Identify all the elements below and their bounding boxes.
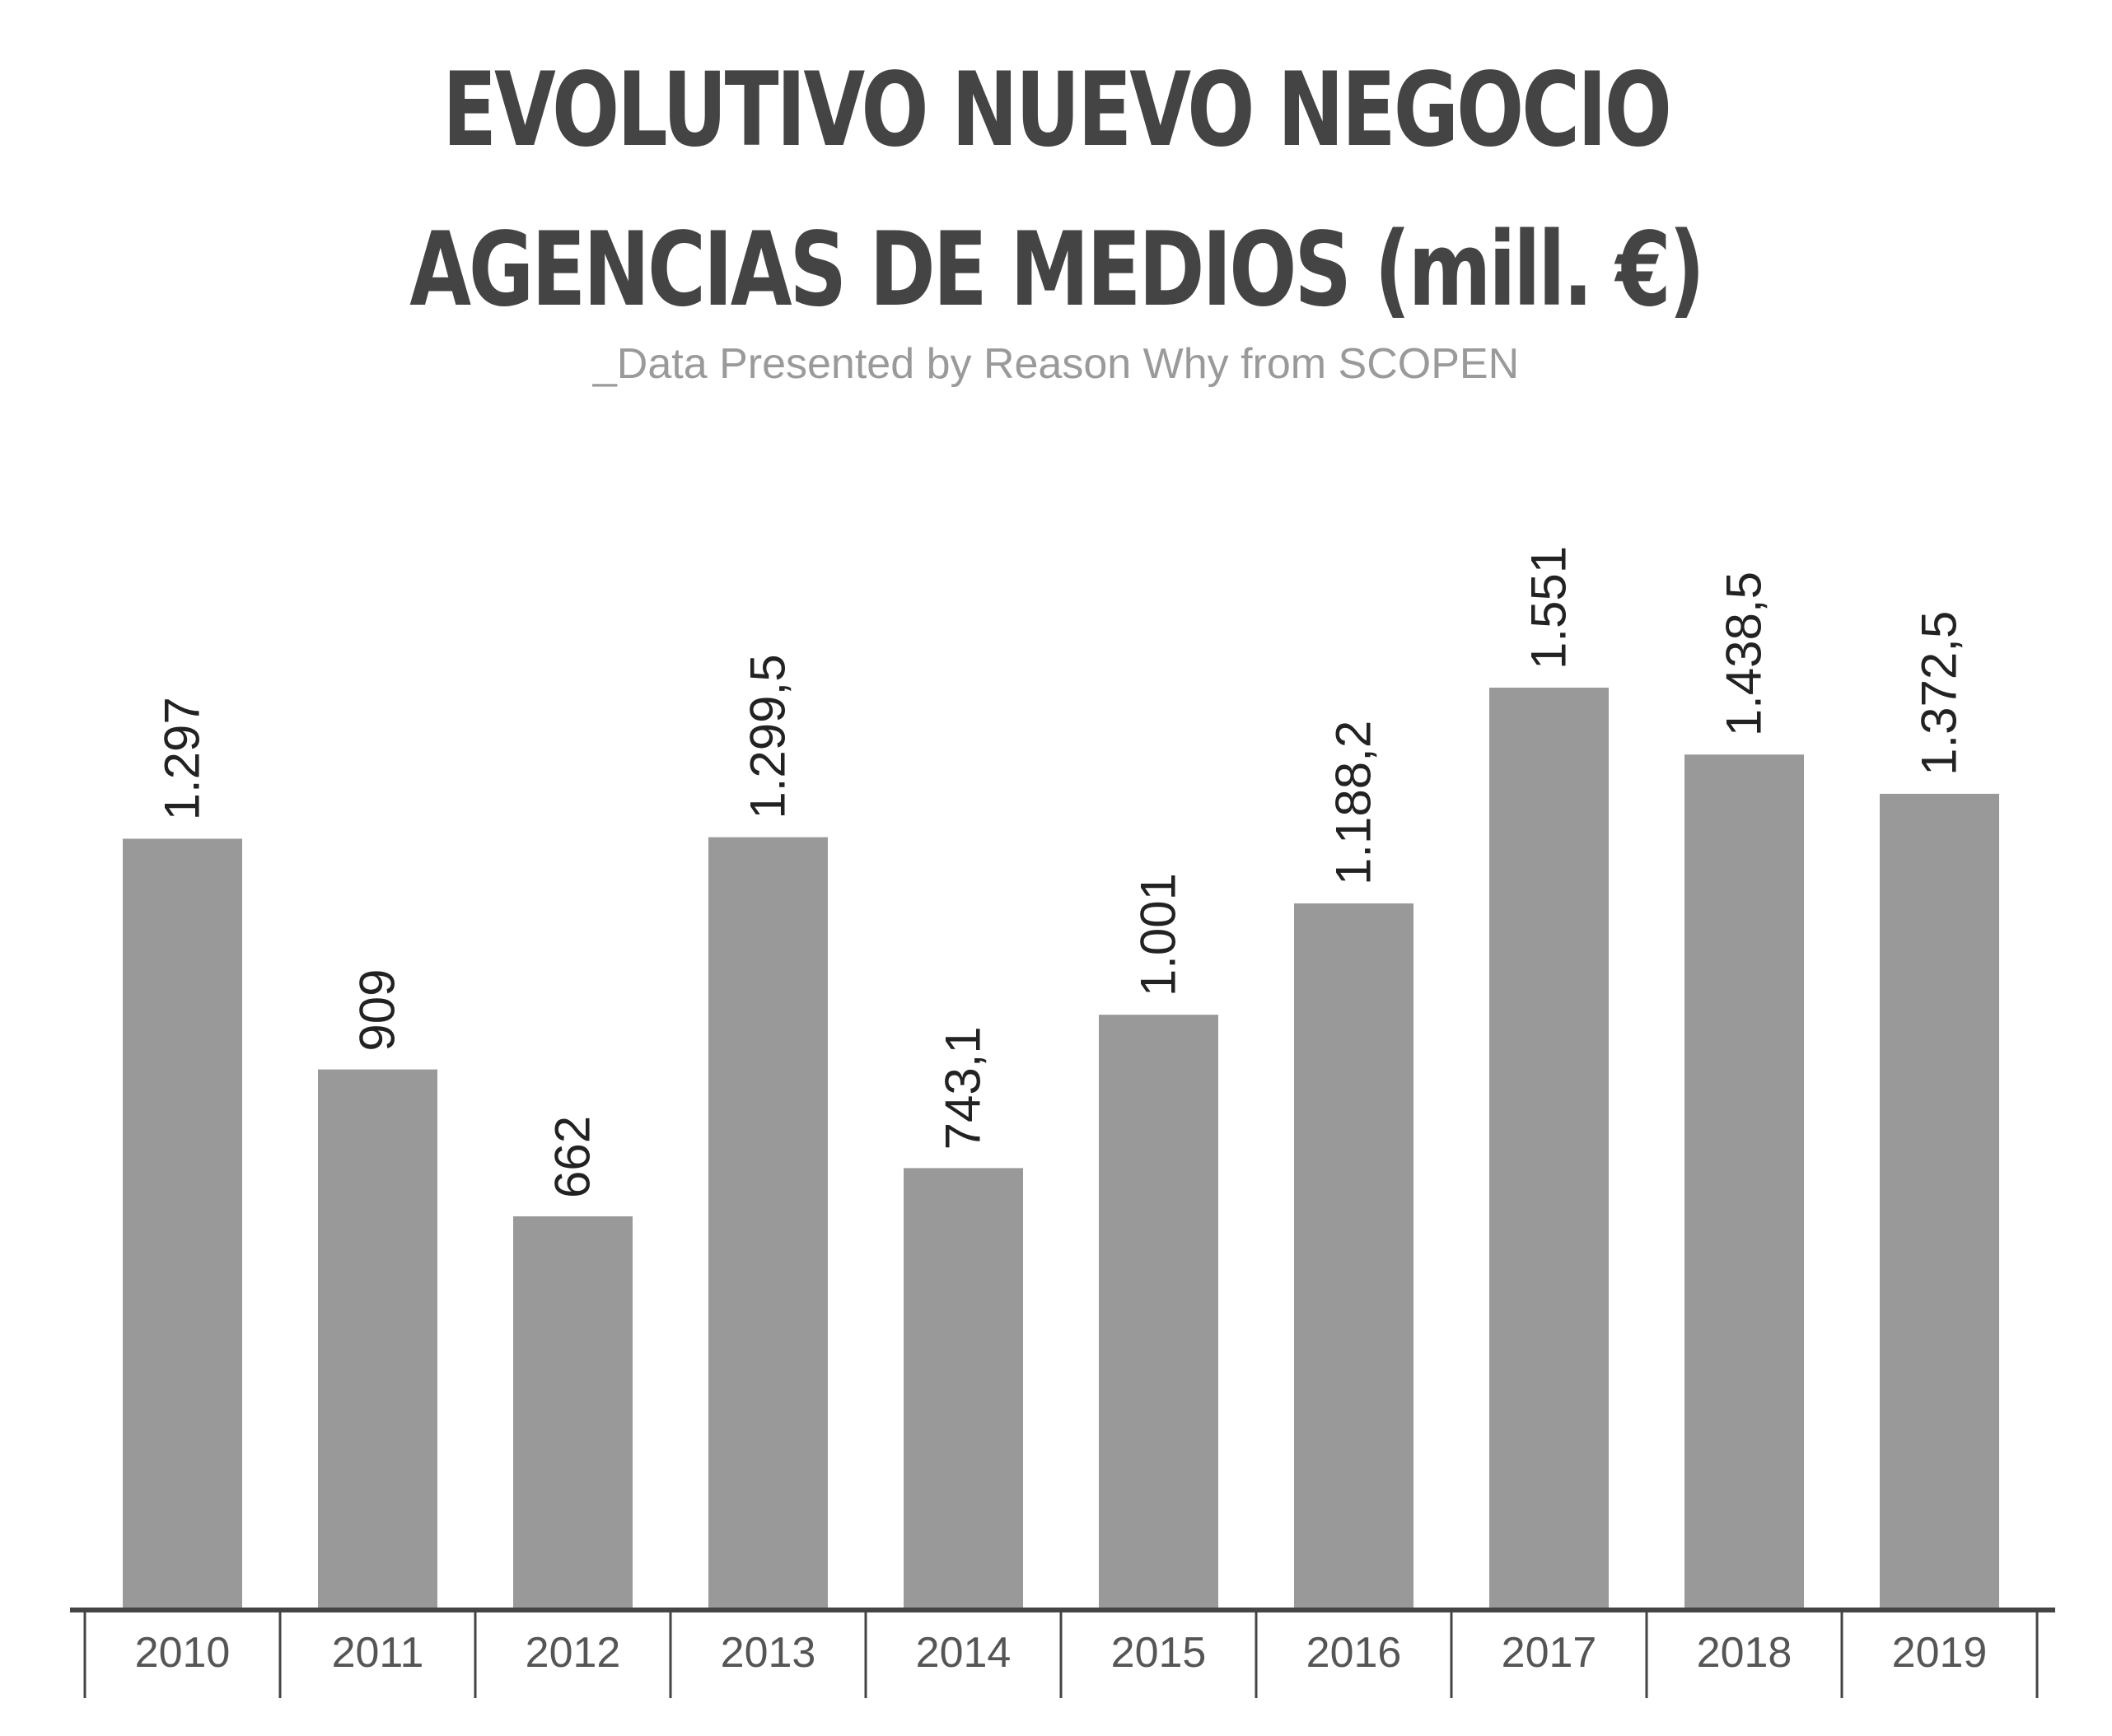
value-label-2010: 1.297 [155,697,210,820]
x-tick-label-2017: 2017 [1502,1629,1597,1677]
chart-subtitle: _Data Presented by Reason Why from SCOPE… [592,340,1520,388]
bar-2010 [123,838,242,1610]
value-label-2014: 743,1 [936,1026,991,1150]
value-label-2013: 1.299,5 [741,654,796,819]
bar-2015 [1099,1015,1218,1610]
x-tick-label-2016: 2016 [1306,1629,1402,1677]
bar-2018 [1684,754,1804,1610]
bar-2019 [1880,793,1999,1610]
x-tick-label-2018: 2018 [1697,1629,1792,1677]
bar-2013 [708,837,828,1610]
bar-2011 [318,1069,437,1610]
value-label-2012: 662 [545,1116,600,1198]
x-tick-label-2010: 2010 [135,1629,231,1677]
x-tick-label-2013: 2013 [721,1629,816,1677]
x-tick-label-2015: 2015 [1111,1629,1207,1677]
value-label-2011: 909 [350,968,405,1051]
x-tick-label-2019: 2019 [1892,1629,1988,1677]
value-label-2019: 1.372,5 [1912,611,1967,776]
chart-title-line-2: AGENCIAS DE MEDIOS (mill. €) [409,211,1705,329]
value-label-2016: 1.188,2 [1326,721,1381,885]
bar-2017 [1489,688,1609,1610]
value-label-2015: 1.001 [1131,873,1186,996]
chart-title-line-1: EVOLUTIVO NUEVO NEGOCIO [442,51,1672,170]
x-tick-label-2014: 2014 [916,1629,1012,1677]
bar-2016 [1294,903,1413,1610]
value-label-2018: 1.438,5 [1717,572,1772,736]
x-tick-label-2012: 2012 [526,1629,621,1677]
bar-2012 [513,1216,633,1610]
bar-2014 [904,1168,1023,1610]
x-tick-label-2011: 2011 [332,1629,424,1677]
value-label-2017: 1.551 [1521,546,1577,670]
